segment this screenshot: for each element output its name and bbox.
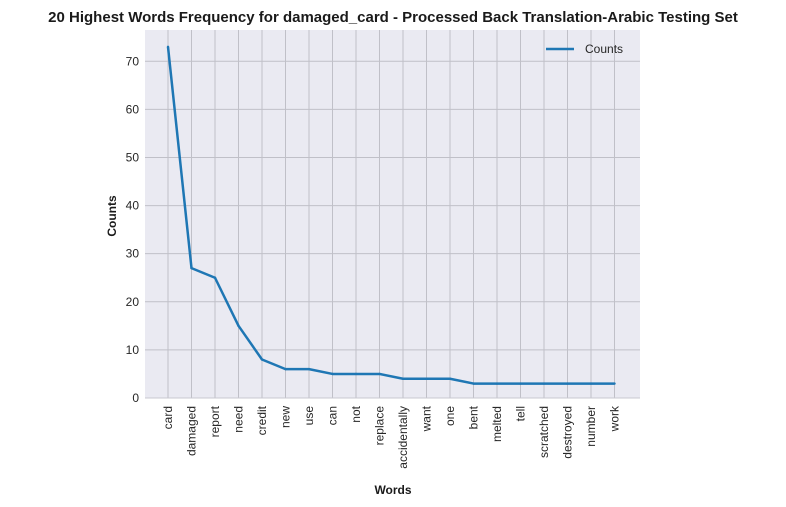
x-tick-label: want bbox=[420, 405, 434, 432]
data-point bbox=[472, 382, 475, 385]
y-tick-label: 30 bbox=[126, 247, 140, 261]
data-point bbox=[331, 372, 334, 376]
x-tick-label: bent bbox=[467, 405, 481, 429]
data-point bbox=[542, 382, 546, 385]
x-tick-label: melted bbox=[490, 406, 504, 442]
data-point bbox=[307, 367, 311, 371]
x-tick-label: report bbox=[208, 405, 222, 437]
plot-area bbox=[145, 30, 640, 398]
data-point bbox=[495, 382, 499, 385]
data-point bbox=[425, 377, 428, 380]
x-tick-label: one bbox=[443, 406, 457, 426]
data-point bbox=[237, 324, 240, 328]
data-point bbox=[589, 382, 593, 385]
x-tick-label: accidentally bbox=[396, 406, 410, 469]
x-tick-label: tell bbox=[514, 406, 528, 421]
legend-label-counts: Counts bbox=[585, 42, 623, 56]
x-tick-label: destroyed bbox=[561, 406, 575, 459]
y-tick-label: 20 bbox=[126, 295, 140, 309]
data-point bbox=[260, 358, 264, 361]
x-tick-label: replace bbox=[373, 406, 387, 446]
y-tick-label: 0 bbox=[132, 391, 139, 405]
x-axis-label: Words bbox=[374, 483, 411, 497]
data-point bbox=[213, 276, 217, 279]
x-tick-label: card bbox=[161, 406, 175, 429]
y-axis-ticks: 0 10 20 30 40 50 60 70 bbox=[126, 54, 140, 405]
x-tick-label: use bbox=[302, 406, 316, 426]
data-point bbox=[166, 45, 170, 49]
data-point bbox=[519, 382, 522, 385]
x-tick-label: damaged bbox=[185, 406, 199, 456]
x-tick-label: need bbox=[232, 406, 246, 433]
data-point bbox=[566, 382, 569, 385]
y-tick-label: 60 bbox=[126, 102, 140, 116]
y-tick-label: 40 bbox=[126, 199, 140, 213]
y-tick-label: 50 bbox=[126, 150, 140, 164]
x-tick-label: work bbox=[608, 405, 622, 432]
data-point bbox=[401, 377, 405, 380]
x-tick-label: scratched bbox=[537, 406, 551, 458]
x-tick-label: new bbox=[279, 406, 293, 428]
grid-lines bbox=[145, 30, 640, 398]
data-point bbox=[378, 372, 381, 376]
series-line-counts bbox=[166, 46, 615, 385]
x-tick-label: credit bbox=[255, 405, 269, 435]
data-point bbox=[190, 266, 193, 270]
legend: Counts bbox=[546, 42, 623, 56]
x-tick-label: number bbox=[584, 406, 598, 447]
y-tick-label: 10 bbox=[126, 343, 140, 357]
x-tick-label: not bbox=[349, 405, 363, 422]
y-axis-label: Counts bbox=[105, 195, 119, 237]
data-point bbox=[284, 367, 287, 371]
x-axis-ticks: card damaged report need credit new use can not r… bbox=[161, 405, 622, 469]
data-point bbox=[448, 377, 452, 380]
x-tick-label: can bbox=[326, 406, 340, 425]
data-point bbox=[613, 382, 616, 385]
chart-title: 20 Highest Words Frequency for damaged_c… bbox=[48, 9, 738, 26]
series-layer bbox=[166, 45, 616, 385]
y-tick-label: 70 bbox=[126, 54, 140, 68]
data-point bbox=[354, 372, 358, 376]
